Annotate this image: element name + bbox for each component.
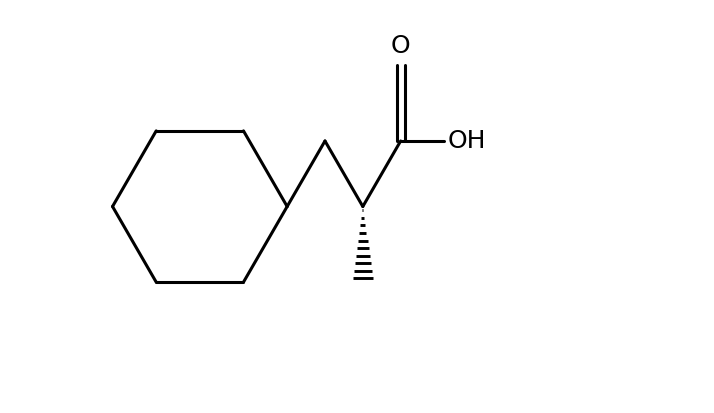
Text: O: O [391, 34, 411, 58]
Text: OH: OH [447, 129, 486, 153]
